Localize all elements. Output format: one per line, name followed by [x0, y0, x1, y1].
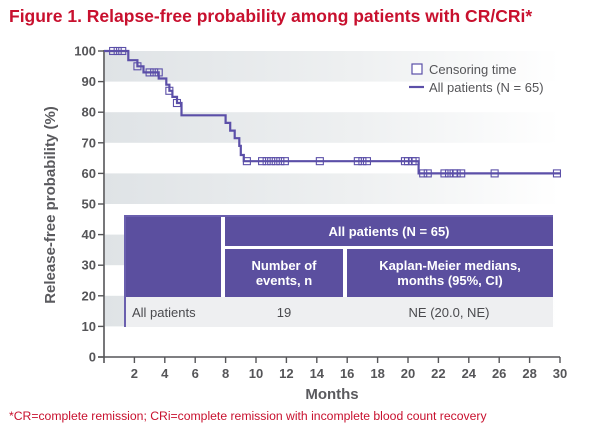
legend: Censoring time All patients (N = 65): [409, 62, 544, 95]
censor-mark: [457, 169, 466, 178]
x-tick-label: 8: [222, 366, 229, 381]
series-layer: [104, 49, 560, 175]
censor-mark: [113, 46, 122, 56]
y-tick-label: 100: [74, 44, 96, 59]
y-tick-label: 10: [82, 319, 96, 334]
y-tick-label: 60: [82, 166, 96, 181]
table-row-label: All patients: [126, 297, 223, 327]
grid-band: [105, 173, 560, 204]
x-tick-label: 14: [310, 366, 325, 381]
censor-mark: [444, 169, 454, 178]
x-tick-label: 10: [249, 366, 263, 381]
axes: [98, 50, 560, 363]
censor-mark: [315, 157, 324, 166]
censor-mark: [358, 157, 367, 166]
x-tick-label: 30: [553, 366, 567, 381]
x-tick-label: 4: [161, 366, 169, 381]
x-axis-title: Months: [305, 386, 358, 403]
table-corner-cell: [126, 217, 223, 297]
x-tick-label: 6: [192, 366, 199, 381]
censor-mark: [154, 68, 163, 77]
x-tick-label: 16: [340, 366, 354, 381]
censor-mark: [411, 157, 420, 166]
y-tick-label: 20: [82, 288, 96, 303]
censor-mark: [267, 157, 276, 166]
y-tick-label: 50: [82, 197, 96, 212]
table-col-median-header: Kaplan-Meier medians, months (95%, CI): [343, 245, 553, 297]
table-cell-median: NE (20.0, NE): [345, 297, 553, 327]
y-tick-label: 80: [82, 105, 96, 120]
censor-mark: [452, 169, 461, 178]
y-tick-label: 90: [82, 74, 96, 89]
legend-censor-label: Censoring time: [429, 62, 516, 77]
x-tick-label: 12: [279, 366, 293, 381]
censor-mark: [133, 62, 142, 71]
y-ticks: 0 10 20 30 40 50 60 70 80 90 100: [74, 44, 104, 365]
figure-title: Figure 1. Relapse-free probability among…: [9, 6, 533, 26]
x-ticks: 2 4 6 8 10 12 14 16 18 20 22 24 26 28 30: [131, 357, 567, 381]
footnote: *CR=complete remission; CRi=complete rem…: [9, 409, 487, 423]
censor-mark: [403, 157, 413, 166]
censor-mark: [109, 46, 118, 56]
median-header-line2: months (95%, CI): [397, 272, 503, 288]
summary-table: All patients (N = 65) Number of events, …: [126, 217, 553, 327]
censor-mark: [172, 98, 182, 108]
censor-mark: [262, 157, 271, 166]
censor-mark: [552, 169, 562, 178]
median-header-line1: Kaplan-Meier medians,: [379, 257, 521, 273]
x-tick-label: 26: [492, 366, 506, 381]
table-group-header: All patients (N = 65): [221, 217, 553, 247]
y-axis-title: Release-free probability (%): [42, 106, 59, 304]
censor-mark: [150, 68, 159, 77]
table-cell-events: 19: [223, 297, 345, 327]
table-col-events-header: Number of events, n: [221, 245, 345, 297]
x-tick-label: 2: [131, 366, 138, 381]
censor-mark: [353, 157, 362, 166]
censor-mark: [118, 46, 127, 56]
censor-mark: [242, 157, 251, 166]
x-tick-label: 18: [370, 366, 384, 381]
grid-band: [105, 112, 560, 143]
y-tick-label: 40: [82, 227, 96, 242]
x-tick-label: 28: [522, 366, 536, 381]
censor-mark: [165, 86, 174, 95]
x-tick-label: 20: [401, 366, 415, 381]
y-tick-label: 0: [89, 350, 96, 365]
censor-mark: [271, 157, 280, 166]
y-tick-label: 30: [82, 258, 96, 273]
legend-line-label: All patients (N = 65): [429, 80, 544, 95]
censor-layer: [109, 46, 562, 178]
table-row: All patients 19 NE (20.0, NE): [126, 297, 553, 327]
x-tick-label: 22: [431, 366, 445, 381]
censor-mark: [419, 169, 428, 178]
censor-mark: [145, 68, 154, 77]
censor-mark: [280, 157, 289, 166]
y-tick-label: 70: [82, 135, 96, 150]
censor-mark: [423, 169, 432, 178]
legend-censor-icon: [411, 63, 423, 75]
censor-mark: [440, 169, 449, 178]
events-header-line2: events, n: [255, 272, 313, 288]
km-step-line: [104, 49, 560, 175]
grid-band: [105, 51, 560, 82]
censor-mark: [258, 157, 267, 166]
x-tick-label: 24: [462, 366, 477, 381]
censor-mark: [490, 169, 499, 178]
censor-mark: [362, 157, 372, 166]
events-header-line1: Number of: [251, 257, 317, 273]
censor-mark: [276, 157, 285, 166]
